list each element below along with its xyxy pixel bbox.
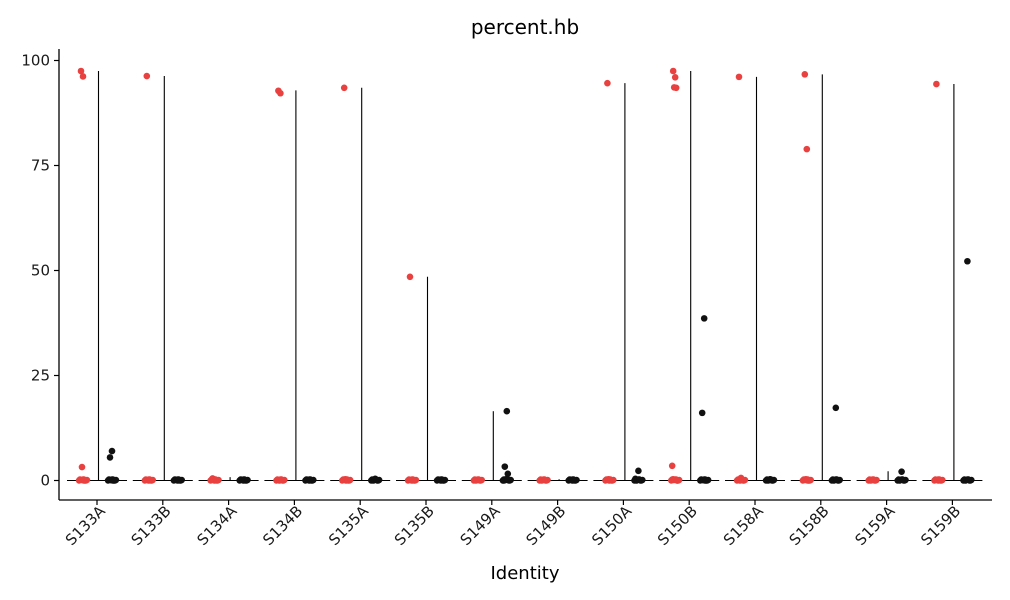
- data-point-black: [570, 476, 577, 483]
- data-point-black: [833, 476, 840, 483]
- data-point-red: [933, 80, 940, 88]
- x-tick-label: S135B: [391, 502, 438, 549]
- data-point-black: [832, 404, 840, 412]
- data-point-black: [503, 407, 511, 415]
- data-point-red: [803, 145, 811, 153]
- x-tick-label: S149B: [522, 502, 569, 549]
- data-point-black: [175, 476, 182, 483]
- data-point-red: [936, 476, 943, 483]
- x-tick-label: S158A: [720, 502, 767, 549]
- data-point-red: [735, 73, 743, 81]
- x-tick-label: S134A: [193, 502, 240, 549]
- violin-S135B: [396, 276, 456, 482]
- data-point-red: [669, 67, 677, 75]
- data-point-red: [673, 476, 680, 483]
- data-point-red: [278, 476, 285, 483]
- violin-S159B: [922, 84, 983, 482]
- x-axis-label: Identity: [491, 563, 560, 584]
- x-tick-label: S159B: [917, 502, 964, 549]
- violin-S134B: [264, 90, 325, 482]
- data-point-red: [409, 476, 417, 483]
- y-tick-label: 100: [21, 52, 50, 70]
- data-point-black: [241, 476, 248, 483]
- data-point-red: [344, 476, 351, 483]
- data-point-red: [604, 79, 611, 87]
- data-point-red: [870, 476, 877, 483]
- data-point-black: [501, 463, 509, 470]
- data-point-black: [898, 468, 905, 475]
- data-point-red: [801, 71, 809, 78]
- violin-S150A: [593, 83, 654, 482]
- data-point-black: [307, 476, 314, 483]
- x-tick-label: S134B: [259, 502, 306, 549]
- data-point-black: [965, 476, 972, 483]
- x-tick-label: S133B: [128, 502, 175, 549]
- data-point-red: [146, 476, 153, 483]
- violin-S135A: [330, 87, 391, 482]
- data-point-black: [964, 257, 971, 265]
- data-point-black: [767, 476, 775, 483]
- x-tick-label: S133A: [62, 502, 109, 549]
- data-point-red: [78, 463, 86, 471]
- data-point-red: [607, 476, 614, 483]
- data-point-red: [77, 67, 85, 75]
- data-point-red: [277, 89, 284, 97]
- x-tick-label: S150A: [588, 502, 635, 549]
- plot-area: 0 25 50 75 100 S133A S133B S134A S134B S135A S135B…: [21, 49, 992, 549]
- data-point-red: [340, 84, 348, 92]
- data-point-black: [106, 454, 114, 461]
- violin-S149A: [461, 411, 522, 482]
- violin-S158A: [725, 76, 785, 482]
- chart-title: percent.hb: [471, 15, 579, 39]
- data-point-black: [109, 476, 117, 483]
- data-point-red: [804, 476, 811, 483]
- data-point-black: [504, 476, 511, 483]
- data-point-red: [212, 476, 219, 483]
- x-tick-label: S135A: [325, 502, 372, 549]
- data-point-red: [541, 476, 548, 483]
- violin-S150B: [659, 71, 720, 482]
- x-tick-label: S150B: [654, 502, 701, 549]
- data-point-black: [635, 467, 642, 475]
- x-tick-label: S149A: [457, 502, 504, 549]
- x-tick-label: S159A: [851, 502, 898, 549]
- data-point-black: [373, 476, 380, 483]
- data-point-red: [738, 476, 746, 483]
- data-point-black: [698, 409, 706, 417]
- y-tick-label: 50: [31, 262, 50, 280]
- violin-S158B: [790, 74, 851, 482]
- data-point-red: [668, 462, 676, 470]
- violin-S133B: [132, 76, 193, 482]
- data-point-red: [671, 74, 679, 81]
- y-tick-label: 25: [31, 367, 50, 385]
- data-point-black: [438, 476, 446, 483]
- x-tick-label: S158B: [786, 502, 833, 549]
- data-point-red: [143, 72, 151, 80]
- data-point-black: [700, 315, 708, 322]
- data-point-red: [672, 84, 680, 92]
- data-point-red: [475, 476, 482, 483]
- y-tick-label: 0: [40, 472, 50, 490]
- data-point-red: [406, 273, 414, 281]
- data-point-black: [108, 447, 116, 455]
- violin-S133A: [67, 71, 127, 482]
- data-point-black: [899, 476, 906, 483]
- data-point-black: [504, 470, 512, 478]
- data-point-red: [79, 73, 87, 80]
- data-point-red: [80, 476, 88, 483]
- data-point-black: [702, 476, 709, 483]
- data-point-black: [636, 476, 643, 483]
- y-tick-label: 75: [31, 157, 50, 175]
